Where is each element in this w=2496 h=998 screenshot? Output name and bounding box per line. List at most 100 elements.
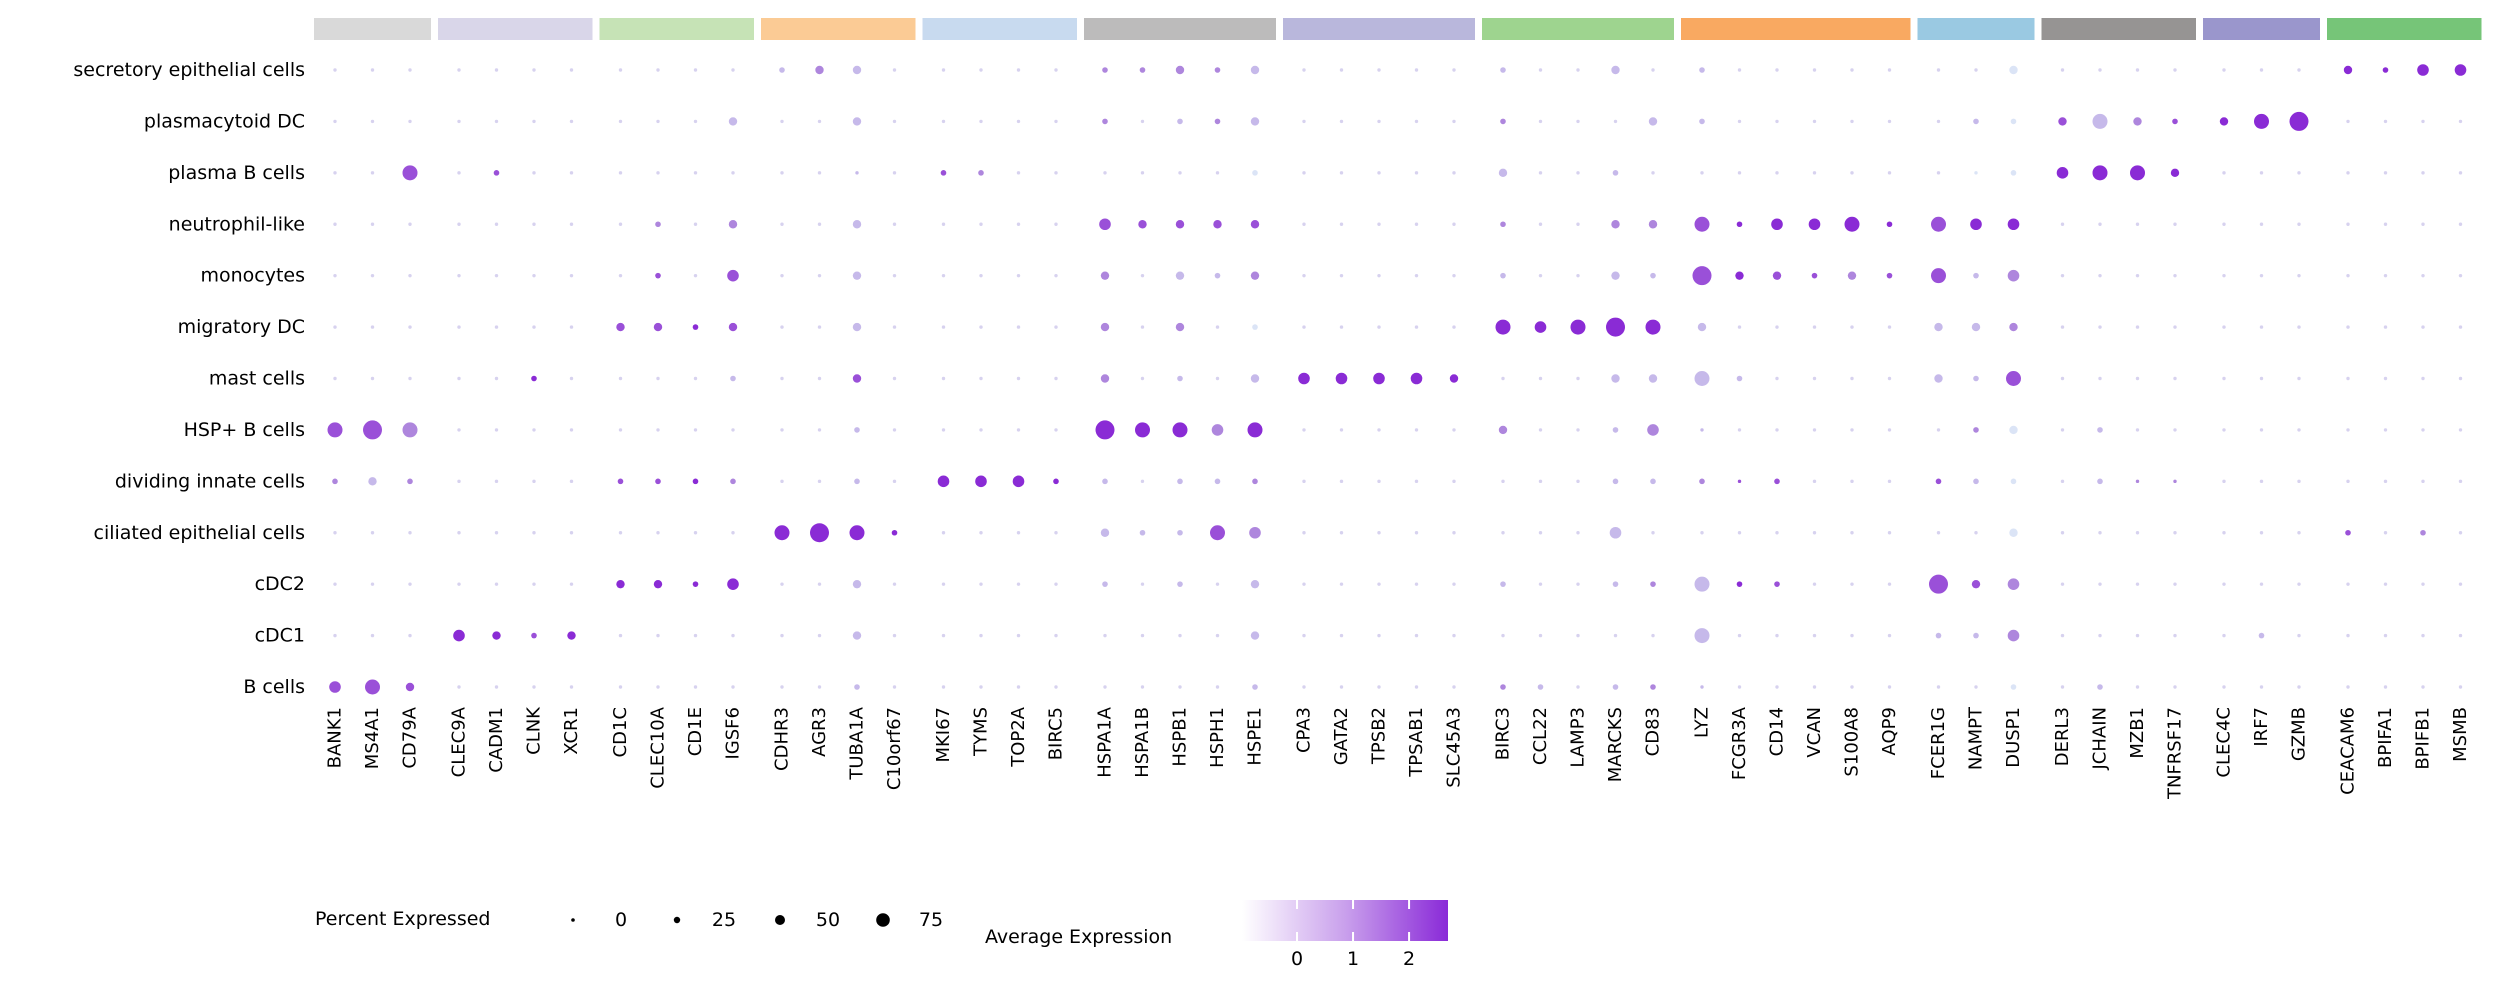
dot-S100A8-row10: [1850, 582, 1854, 586]
dot-GATA2-row1: [1339, 119, 1344, 124]
dot-MZB1-row5: [2135, 325, 2140, 329]
dot-DUSP1-row8: [2010, 478, 2017, 485]
dot-TPSAB1-row4: [1414, 273, 1419, 278]
dot-BPIFA1-row9: [2383, 531, 2388, 535]
dot-BIRC5-row4: [1054, 273, 1058, 278]
dot-LYZ-row5: [1697, 322, 1707, 332]
dot-S100A8-row4: [1847, 271, 1857, 280]
dot-HSPE1-row3: [1250, 220, 1260, 229]
dot-BIRC3-row1: [1500, 118, 1506, 125]
gene-label-MARCKS: MARCKS: [1605, 707, 1626, 782]
dot-CLEC9A-row2: [457, 171, 461, 175]
dot-GZMB-row6: [2297, 376, 2301, 381]
dot-IGSF6-row4: [727, 269, 739, 282]
dot-LAMP3-row10: [1576, 582, 1580, 586]
dot-CLEC4C-row1: [2219, 117, 2229, 126]
dot-CADM1-row6: [494, 376, 499, 381]
dot-LAMP3-row6: [1576, 376, 1580, 381]
dot-SLC45A3-row7: [1452, 428, 1456, 432]
dot-MARCKS-row12: [1612, 684, 1619, 690]
dot-IGSF6-row6: [730, 375, 736, 382]
dot-MS4A1-row2: [370, 171, 375, 175]
dot-MSMB-row0: [2454, 64, 2467, 76]
dot-TUBA1A-row3: [852, 220, 862, 229]
dot-CPA3-row1: [1302, 119, 1306, 124]
dot-AGR3-row5: [817, 325, 822, 329]
dot-MARCKS-row4: [1611, 271, 1620, 280]
dot-CD83-row1: [1648, 117, 1658, 126]
dot-MARCKS-row6: [1611, 374, 1620, 383]
dot-MS4A1-row6: [370, 376, 375, 381]
dot-C10orf67-row5: [892, 325, 897, 329]
dot-FCER1G-row2: [1936, 171, 1941, 175]
dot-VCAN-row6: [1812, 376, 1817, 381]
dot-XCR1-row0: [569, 68, 574, 72]
dot-S100A8-row3: [1844, 216, 1860, 232]
dot-HSPA1B-row6: [1140, 376, 1145, 381]
dot-FCER1G-row11: [1935, 632, 1942, 639]
dot-CADM1-row4: [494, 273, 499, 278]
dot-HSPB1-row7: [1172, 422, 1188, 438]
dot-CD14-row3: [1771, 218, 1783, 231]
dot-VCAN-row9: [1812, 531, 1817, 535]
dot-CLEC10A-row9: [656, 531, 660, 535]
dot-TYMS-row2: [978, 170, 984, 176]
dot-DUSP1-row2: [2010, 170, 2017, 176]
dot-HSPE1-row6: [1250, 374, 1260, 383]
dot-CPA3-row5: [1302, 325, 1306, 329]
dot-IGSF6-row5: [728, 322, 738, 332]
size-legend-dot-25: [673, 916, 681, 924]
dot-BIRC5-row6: [1054, 376, 1058, 381]
dot-LYZ-row0: [1699, 67, 1705, 73]
dot-CDHR3-row1: [780, 119, 784, 124]
dot-FCGR3A-row4: [1735, 271, 1744, 280]
dot-TYMS-row12: [979, 685, 983, 689]
dot-TNFRSF17-row0: [2173, 68, 2177, 72]
dot-TNFRSF17-row3: [2173, 222, 2177, 226]
dot-HSPA1A-row10: [1102, 581, 1108, 587]
dot-XCR1-row10: [569, 582, 574, 586]
gene-label-TYMS: TYMS: [971, 707, 992, 757]
dot-IGSF6-row8: [730, 478, 736, 485]
dot-CLEC4C-row0: [2222, 68, 2226, 72]
dot-MZB1-row4: [2135, 273, 2140, 278]
dot-CD79A-row9: [408, 531, 412, 535]
dot-BPIFA1-row1: [2383, 119, 2388, 124]
dot-CLEC9A-row5: [457, 325, 461, 329]
dot-CDHR3-row0: [779, 67, 785, 73]
dot-NAMPT-row5: [1971, 322, 1981, 332]
dot-MZB1-row10: [2135, 582, 2140, 586]
dot-GZMB-row3: [2297, 222, 2301, 226]
dot-LAMP3-row9: [1576, 531, 1580, 535]
dot-CDHR3-row4: [780, 273, 784, 278]
dot-CD1C-row12: [618, 685, 623, 689]
dot-LYZ-row12: [1700, 685, 1704, 689]
gene-label-HSPE1: HSPE1: [1245, 707, 1266, 766]
dot-BPIFB1-row7: [2421, 428, 2425, 432]
dot-DERL3-row0: [2060, 68, 2065, 72]
dot-CD79A-row2: [402, 165, 418, 181]
dot-HSPA1A-row1: [1102, 118, 1108, 125]
dot-CLEC4C-row3: [2222, 222, 2226, 226]
dot-BANK1-row11: [333, 633, 337, 638]
dot-C10orf67-row9: [891, 529, 898, 536]
dot-TOP2A-row0: [1016, 68, 1021, 72]
dot-CCL22-row2: [1538, 171, 1543, 175]
dot-CDHR3-row8: [780, 479, 784, 484]
dot-CD79A-row10: [408, 582, 412, 586]
dot-HSPH1-row12: [1215, 685, 1220, 689]
dot-TUBA1A-row1: [852, 117, 862, 126]
dot-BIRC5-row11: [1054, 633, 1058, 638]
dot-FCGR3A-row5: [1737, 325, 1742, 329]
dot-CPA3-row7: [1302, 428, 1306, 432]
dot-DERL3-row11: [2060, 633, 2065, 638]
gene-group-bar-7: [1283, 18, 1475, 40]
dot-CD1E-row3: [693, 222, 698, 226]
dot-CD14-row6: [1775, 376, 1779, 381]
dot-TOP2A-row6: [1016, 376, 1021, 381]
dot-C10orf67-row11: [892, 633, 897, 638]
dot-HSPE1-row5: [1252, 324, 1258, 330]
dot-TNFRSF17-row11: [2173, 633, 2177, 638]
